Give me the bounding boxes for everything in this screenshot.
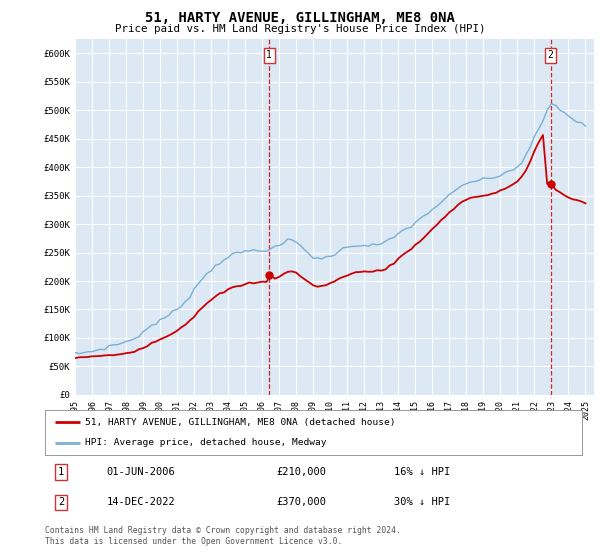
- Text: £370,000: £370,000: [276, 497, 326, 507]
- Text: HPI: Average price, detached house, Medway: HPI: Average price, detached house, Medw…: [85, 438, 327, 447]
- Text: 1: 1: [58, 467, 64, 477]
- Text: 2: 2: [58, 497, 64, 507]
- Text: 51, HARTY AVENUE, GILLINGHAM, ME8 0NA (detached house): 51, HARTY AVENUE, GILLINGHAM, ME8 0NA (d…: [85, 418, 396, 427]
- Text: 1: 1: [266, 50, 272, 60]
- Text: 2: 2: [548, 50, 554, 60]
- Text: 30% ↓ HPI: 30% ↓ HPI: [394, 497, 450, 507]
- Text: 14-DEC-2022: 14-DEC-2022: [107, 497, 176, 507]
- Text: 01-JUN-2006: 01-JUN-2006: [107, 467, 176, 477]
- Text: Price paid vs. HM Land Registry's House Price Index (HPI): Price paid vs. HM Land Registry's House …: [115, 24, 485, 34]
- Text: Contains HM Land Registry data © Crown copyright and database right 2024.
This d: Contains HM Land Registry data © Crown c…: [45, 526, 401, 546]
- Text: £210,000: £210,000: [276, 467, 326, 477]
- Text: 51, HARTY AVENUE, GILLINGHAM, ME8 0NA: 51, HARTY AVENUE, GILLINGHAM, ME8 0NA: [145, 11, 455, 25]
- Text: 16% ↓ HPI: 16% ↓ HPI: [394, 467, 450, 477]
